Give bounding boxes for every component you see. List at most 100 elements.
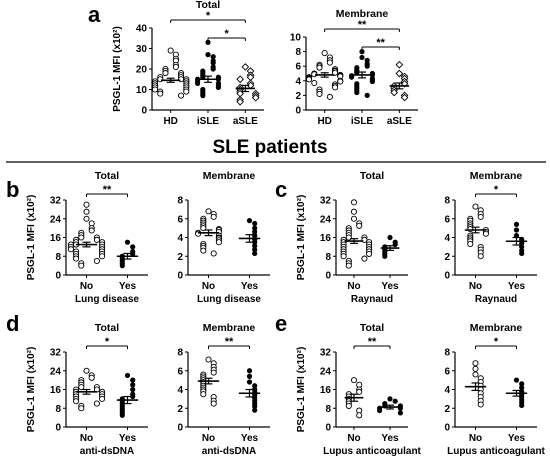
data-point bbox=[252, 407, 258, 413]
data-point bbox=[395, 69, 404, 78]
data-point bbox=[472, 365, 479, 372]
x-tick-label: No bbox=[469, 433, 482, 444]
data-point bbox=[513, 221, 520, 227]
data-point bbox=[83, 215, 90, 222]
data-point bbox=[157, 90, 164, 97]
chart-title: Total bbox=[360, 170, 384, 182]
chart-e-membrane: Membrane 0 2 4 6 8 No Yes Lupus anticoagulant * bbox=[444, 322, 545, 457]
data-point bbox=[361, 255, 368, 262]
x-tick-label: Yes bbox=[381, 281, 399, 292]
x-tick-label: HD bbox=[317, 116, 331, 127]
y-tick-label: 32 bbox=[320, 196, 332, 207]
data-point bbox=[195, 230, 202, 237]
panel-letter-d: d bbox=[6, 311, 19, 336]
data-point bbox=[93, 257, 100, 264]
y-tick-label: 6 bbox=[444, 366, 450, 377]
x-tick-label: Yes bbox=[508, 281, 526, 292]
data-point bbox=[215, 76, 221, 82]
data-point bbox=[241, 63, 250, 71]
data-point bbox=[252, 250, 258, 257]
x-tick-label: Yes bbox=[241, 281, 259, 292]
data-point bbox=[210, 60, 216, 66]
data-point bbox=[332, 69, 339, 76]
x-tick-label: No bbox=[202, 433, 215, 444]
x-tick-label: HD bbox=[163, 116, 177, 127]
data-point bbox=[364, 63, 370, 69]
x-axis-label: Raynaud bbox=[351, 294, 393, 305]
data-point bbox=[472, 203, 479, 210]
data-point bbox=[482, 230, 489, 237]
y-tick-label: 6 bbox=[444, 214, 450, 225]
data-point bbox=[130, 251, 136, 257]
data-point bbox=[395, 60, 404, 69]
data-point bbox=[519, 402, 525, 409]
x-tick-label: aSLE bbox=[233, 116, 258, 127]
y-tick-label: 8 bbox=[325, 252, 331, 263]
significance-label: * bbox=[494, 336, 499, 348]
chart-title: Total bbox=[95, 170, 119, 182]
y-tick-label: 16 bbox=[320, 385, 332, 396]
data-point bbox=[119, 263, 125, 269]
data-point bbox=[326, 93, 333, 100]
data-point bbox=[350, 215, 358, 222]
x-tick-label: Yes bbox=[381, 433, 399, 444]
y-tick-label: 6 bbox=[177, 214, 183, 225]
y-tick-label: 2 bbox=[295, 91, 301, 102]
y-tick-label: 2 bbox=[177, 252, 183, 263]
data-point bbox=[252, 220, 258, 227]
y-tick-label: 0 bbox=[55, 271, 61, 282]
chart-a-membrane: Membrane 0 2 4 6 8 10 HD iSLE aSLE ** ** bbox=[290, 8, 418, 127]
data-point bbox=[369, 78, 375, 85]
y-axis-label: PSGL-1 MFI (x10²) bbox=[26, 195, 37, 281]
y-tick-label: 24 bbox=[320, 214, 332, 225]
x-axis-label: Lupus anticoagulant bbox=[447, 446, 545, 457]
chart-title: Membrane bbox=[203, 170, 256, 182]
data-point bbox=[252, 225, 258, 231]
data-point bbox=[345, 262, 352, 269]
chart-a-total: Total 0 10 20 30 40 PSGL-1 MFI (x10²) HD iSLE aSL… bbox=[112, 0, 264, 127]
data-point bbox=[210, 250, 217, 257]
data-point bbox=[364, 92, 370, 98]
y-tick-label: 10 bbox=[136, 85, 148, 96]
data-point bbox=[354, 89, 360, 96]
data-point bbox=[345, 234, 352, 241]
data-point bbox=[359, 54, 365, 61]
data-point bbox=[130, 244, 136, 250]
x-tick-label: No bbox=[347, 281, 360, 292]
data-point bbox=[326, 59, 333, 66]
data-point bbox=[472, 371, 479, 378]
data-point bbox=[200, 391, 207, 398]
y-tick-label: 0 bbox=[295, 106, 301, 117]
data-point bbox=[195, 80, 201, 86]
data-point bbox=[356, 412, 363, 419]
x-tick-label: Yes bbox=[119, 281, 137, 292]
y-axis-label: PSGL-1 MFI (x10²) bbox=[26, 347, 37, 433]
y-axis-label: PSGL-1 MFI (x10²) bbox=[296, 195, 307, 281]
x-tick-label: iSLE bbox=[197, 116, 220, 127]
chart-d-total: Total 0 8 16 24 32 PSGL-1 MFI (x10²) No Yes anti-… bbox=[26, 322, 148, 457]
y-tick-label: 4 bbox=[177, 385, 183, 396]
data-point bbox=[205, 356, 212, 363]
data-point bbox=[78, 234, 85, 241]
x-tick-label: No bbox=[469, 281, 482, 292]
data-point bbox=[472, 360, 479, 367]
data-point bbox=[130, 382, 136, 388]
significance-label: ** bbox=[358, 19, 367, 31]
data-point bbox=[93, 400, 100, 407]
data-point bbox=[83, 201, 90, 208]
significance-label: * bbox=[225, 28, 230, 40]
data-point bbox=[215, 84, 221, 91]
data-point bbox=[124, 372, 131, 379]
data-point bbox=[205, 39, 211, 45]
x-tick-label: Yes bbox=[241, 433, 259, 444]
chart-d-membrane: Membrane 0 2 4 6 8 No Yes anti-dsDNA ** bbox=[177, 322, 270, 457]
data-point bbox=[252, 243, 258, 249]
y-axis-label: PSGL-1 MFI (x10²) bbox=[296, 347, 307, 433]
data-point bbox=[130, 386, 136, 393]
data-point bbox=[88, 227, 95, 234]
y-tick-label: 20 bbox=[136, 65, 148, 76]
x-axis-label: Lung disease bbox=[75, 294, 139, 305]
x-axis-label: anti-dsDNA bbox=[80, 446, 134, 457]
data-point bbox=[332, 84, 339, 91]
